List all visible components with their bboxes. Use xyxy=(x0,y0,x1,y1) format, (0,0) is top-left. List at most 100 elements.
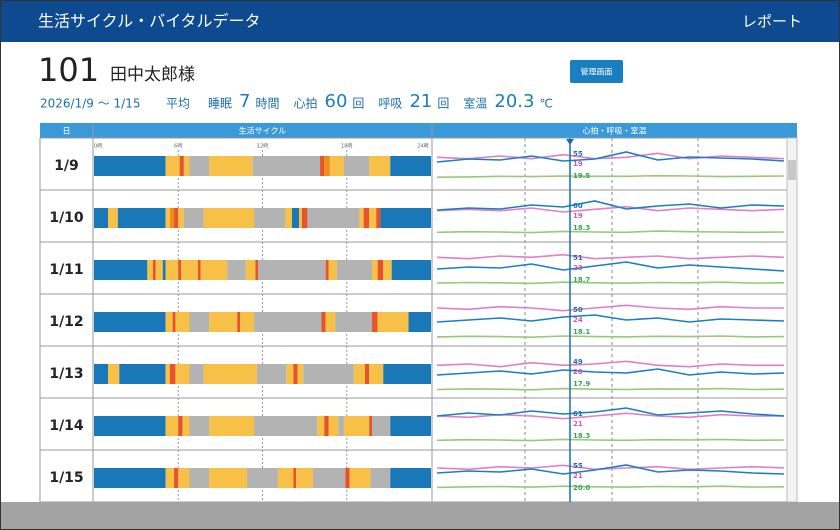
cycle-segment xyxy=(258,260,326,280)
cycle-segment xyxy=(189,312,210,332)
summary-value: 20.3 xyxy=(494,91,534,112)
cycle-segment xyxy=(307,208,360,228)
cycle-segment xyxy=(178,468,190,488)
cycle-segment xyxy=(320,156,325,176)
cycle-segment xyxy=(178,260,182,280)
scrollbar[interactable] xyxy=(786,137,798,503)
vital-line xyxy=(436,152,785,160)
row-date: 1/14 xyxy=(49,418,84,434)
summary-label: 心拍 xyxy=(293,96,317,111)
vital-line xyxy=(436,314,785,323)
vital-line xyxy=(436,151,785,163)
cycle-segment xyxy=(335,312,373,332)
cycle-segment xyxy=(189,468,210,488)
cycle-segment xyxy=(293,468,297,488)
cycle-segment xyxy=(94,416,166,436)
cycle-segment xyxy=(108,364,120,384)
vital-readout: 18.7 xyxy=(573,276,590,284)
cycle-segment xyxy=(165,312,173,332)
summary-unit: 回 xyxy=(437,97,449,111)
cycle-segment xyxy=(179,156,184,176)
vital-line xyxy=(436,253,785,260)
vital-line xyxy=(436,368,785,376)
cycle-segment xyxy=(169,208,175,228)
cycle-segment xyxy=(254,416,318,436)
cycle-segment xyxy=(349,468,371,488)
cycle-segment xyxy=(286,364,294,384)
row-date: 1/15 xyxy=(49,470,83,486)
resident-name: 田中太郎様 xyxy=(110,65,195,85)
vital-readout: 60 xyxy=(573,202,583,210)
cycle-segment xyxy=(380,208,431,228)
header-cell: 日 xyxy=(63,127,71,136)
summary-value: 7 xyxy=(239,91,250,112)
cycle-segment xyxy=(291,208,300,228)
table-header xyxy=(40,123,797,138)
cycle-segment xyxy=(369,364,384,384)
summary-unit: ℃ xyxy=(539,97,552,111)
vital-readout: 18.3 xyxy=(573,224,590,232)
cycle-segment xyxy=(209,312,238,332)
scroll-thumb[interactable] xyxy=(788,160,796,180)
vital-line xyxy=(436,304,784,312)
cycle-segment xyxy=(197,260,201,280)
vital-readout: 55 xyxy=(573,462,583,470)
admin-button[interactable] xyxy=(570,60,623,83)
cycle-segment xyxy=(383,260,392,280)
cycle-segment xyxy=(165,468,175,488)
summary-label: 呼吸 xyxy=(378,97,402,111)
cycle-segment xyxy=(390,416,431,436)
cycle-segment xyxy=(94,312,166,332)
cycle-segment xyxy=(147,260,153,280)
cycle-segment xyxy=(296,468,314,488)
cycle-segment xyxy=(183,156,190,176)
vital-line xyxy=(436,464,785,471)
cycle-segment xyxy=(108,208,118,228)
vital-readout: 23 xyxy=(573,264,583,272)
cycle-segment xyxy=(297,364,304,384)
cycle-segment xyxy=(363,208,370,228)
hour-tick-label: 12時 xyxy=(257,144,268,150)
table: 0時 6時 12時 18時 24時 1/9 55 19 19.5 1/10 60 19 18.3 1/11… xyxy=(39,123,788,503)
vital-line xyxy=(436,230,785,234)
vital-readout: 24 xyxy=(573,316,583,324)
cycle-segment xyxy=(209,416,255,436)
cycle-segment xyxy=(94,260,148,280)
cycle-segment xyxy=(377,312,409,332)
cycle-segment xyxy=(152,260,156,280)
hour-tick-label: 6時 xyxy=(174,144,182,150)
vital-readout: 50 xyxy=(573,306,583,314)
cycle-segment xyxy=(155,260,163,280)
header-title: 生活サイクル・バイタルデータ xyxy=(38,12,261,31)
cycle-segment xyxy=(284,208,292,228)
report-link[interactable]: レポート xyxy=(742,13,802,31)
cycle-segment xyxy=(203,208,255,228)
cycle-segment xyxy=(256,364,287,384)
summary-label: 室温 xyxy=(463,96,487,111)
header-cell: 心拍・呼吸・室温 xyxy=(583,126,647,136)
footer-bar xyxy=(0,502,840,530)
admin-button-label[interactable]: 管理画面 xyxy=(581,67,613,77)
cycle-segment xyxy=(328,260,337,280)
summary: 睡眠 7 時間 心拍 60 回呼吸 21 回室温 20.3 ℃ xyxy=(208,91,553,112)
cycle-segment xyxy=(254,208,285,228)
cycle-segment xyxy=(165,416,179,436)
cycle-segment xyxy=(94,208,109,228)
cycle-segment xyxy=(324,416,329,436)
cycle-segment xyxy=(365,364,370,384)
cycle-segment xyxy=(343,416,370,436)
vital-line xyxy=(436,464,785,475)
cycle-segment xyxy=(174,468,179,488)
vital-line xyxy=(436,281,785,285)
cycle-segment xyxy=(165,208,170,228)
cycle-segment xyxy=(343,156,370,176)
hour-tick-label: 18時 xyxy=(341,144,352,150)
cycle-segment xyxy=(189,416,210,436)
cycle-segment xyxy=(321,312,326,332)
vital-readout: 19 xyxy=(573,160,583,168)
cycle-segment xyxy=(383,364,431,384)
vital-line xyxy=(436,387,785,391)
cycle-segment xyxy=(369,208,377,228)
vital-line xyxy=(436,438,785,442)
